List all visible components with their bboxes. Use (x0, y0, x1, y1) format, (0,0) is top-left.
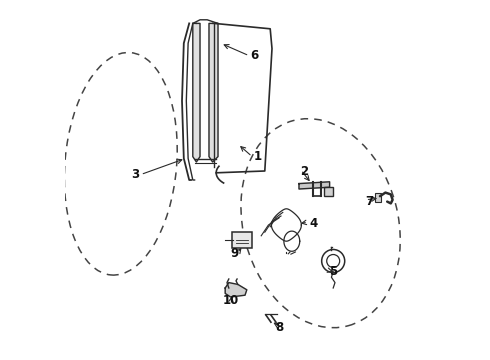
Text: 8: 8 (275, 321, 283, 334)
Polygon shape (225, 283, 247, 297)
Bar (375, 193, 381, 202)
Text: 1: 1 (253, 150, 262, 163)
Text: 7: 7 (365, 195, 373, 208)
Text: 3: 3 (131, 168, 139, 181)
Text: 10: 10 (222, 294, 239, 307)
FancyBboxPatch shape (232, 232, 252, 248)
Bar (324, 187, 333, 196)
Text: 2: 2 (300, 165, 309, 177)
Text: 9: 9 (230, 247, 238, 260)
Polygon shape (209, 23, 218, 162)
Text: 4: 4 (309, 217, 318, 230)
Polygon shape (299, 182, 330, 189)
Polygon shape (193, 23, 200, 162)
Text: 6: 6 (250, 49, 258, 62)
Text: 5: 5 (329, 265, 337, 278)
